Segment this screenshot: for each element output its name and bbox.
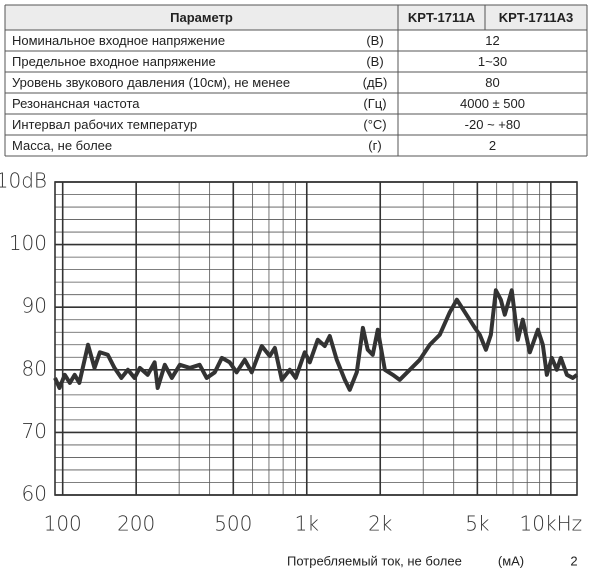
param-value: 1~30: [478, 54, 507, 69]
param-unit: (В): [366, 54, 383, 69]
header-cell: KPT-1711A: [408, 10, 476, 25]
param-value: 80: [485, 75, 499, 90]
footer-value: 2: [570, 553, 577, 568]
x-tick-label: 10kHz: [520, 512, 583, 536]
x-tick-label: 2k: [368, 512, 392, 536]
param-value: 12: [485, 33, 499, 48]
footer-unit: (мА): [498, 553, 524, 568]
footer-name: Потребляемый ток, не более: [287, 553, 462, 568]
plot-frame: [54, 181, 578, 496]
x-tick-label: 100: [44, 512, 82, 536]
y-tick-label: 110dB: [0, 169, 47, 193]
param-name: Уровень звукового давления (10см), не ме…: [12, 75, 290, 90]
response-curve: [53, 288, 579, 392]
param-value: -20 ~ +80: [465, 117, 521, 132]
param-name: Номинальное входное напряжение: [12, 33, 225, 48]
param-value: 2: [489, 138, 496, 153]
param-unit: (В): [366, 33, 383, 48]
param-name: Резонансная частота: [12, 96, 140, 111]
x-tick-label: 500: [214, 512, 252, 536]
param-value: 4000 ± 500: [460, 96, 525, 111]
param-unit: (Гц): [363, 96, 386, 111]
y-tick-label: 80: [22, 356, 47, 380]
header-cell: Параметр: [170, 10, 233, 25]
y-tick-label: 60: [22, 482, 47, 506]
y-tick-label: 100: [9, 231, 47, 255]
y-tick-label: 70: [22, 419, 47, 443]
header-cell: KPT-1711A3: [499, 10, 573, 25]
param-unit: (дБ): [363, 75, 388, 90]
header-bg: [5, 5, 587, 30]
y-tick-label: 90: [22, 294, 47, 318]
param-name: Предельное входное напряжение: [12, 54, 216, 69]
param-unit: (°C): [363, 117, 386, 132]
x-tick-label: 1k: [295, 512, 319, 536]
x-tick-label: 200: [117, 512, 155, 536]
param-name: Масса, не более: [12, 138, 112, 153]
param-name: Интервал рабочих температур: [12, 117, 197, 132]
x-tick-label: 5k: [465, 512, 489, 536]
param-unit: (г): [368, 138, 381, 153]
